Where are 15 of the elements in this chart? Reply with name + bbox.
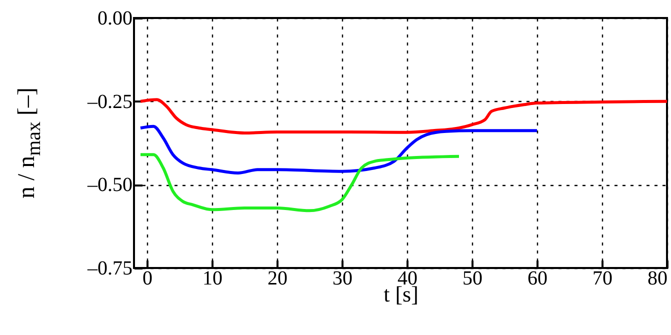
line-series [139, 98, 668, 134]
y-tick-label: –0.50 [86, 174, 132, 196]
line-series [139, 124, 538, 174]
x-tick-label: 30 [332, 268, 352, 290]
line-series [139, 153, 460, 212]
x-tick-label: 50 [462, 268, 482, 290]
x-tick-label: 60 [528, 268, 548, 290]
y-tick-label: –0.75 [86, 258, 132, 280]
x-tick-label: 70 [592, 268, 612, 290]
x-tick-label: 20 [268, 268, 288, 290]
y-tick-label: –0.25 [86, 90, 132, 113]
x-tick-label: 0 [142, 268, 152, 290]
x-tick-label: 80 [648, 268, 668, 290]
x-tick-label: 10 [202, 268, 222, 290]
y-tick-label: 0.00 [98, 8, 132, 30]
